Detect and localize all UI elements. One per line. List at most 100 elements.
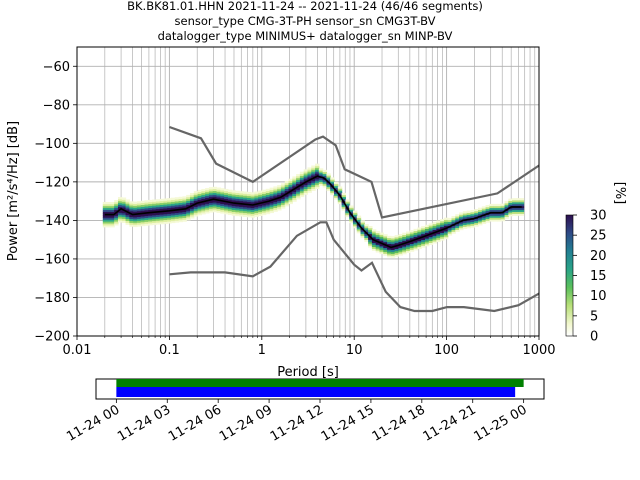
y-tick-label: −140 [34, 214, 70, 229]
heatmap-cell [258, 205, 263, 209]
heatmap-cell [155, 208, 161, 212]
heatmap-cell [390, 255, 396, 258]
heatmap-cell [428, 240, 434, 243]
heatmap-cell [493, 213, 498, 216]
heatmap-cell [227, 189, 233, 192]
heatmap-cell [512, 211, 517, 214]
heatmap-cell [360, 235, 365, 239]
heatmap-cell [292, 180, 297, 183]
heatmap-cell [231, 209, 237, 212]
heatmap-cell [443, 229, 449, 232]
heatmap-cell [106, 205, 112, 209]
heatmap-cell [140, 200, 146, 204]
heatmap-cell [258, 207, 263, 211]
colorbar-tick-label: 15 [590, 269, 607, 284]
heatmap-cell [443, 221, 449, 224]
heatmap-cell [280, 187, 286, 190]
heatmap-cell [277, 192, 282, 196]
heatmap-cell [197, 191, 202, 195]
heatmap-cell [182, 205, 187, 209]
heatmap-cell [288, 188, 293, 191]
heatmap-cell [201, 206, 206, 209]
heatmap-cell [364, 224, 369, 227]
heatmap-cell [193, 200, 199, 204]
heatmap-cell [201, 204, 206, 207]
heatmap-cell [315, 165, 320, 168]
heatmap-cell [239, 191, 244, 194]
heatmap-cell [121, 201, 127, 204]
heatmap-cell [337, 199, 343, 203]
heatmap-cell [330, 190, 335, 194]
heatmap-cell [231, 194, 237, 197]
heatmap-cell [273, 192, 278, 195]
heatmap-cell [201, 212, 206, 215]
heatmap-cell [216, 189, 221, 192]
heatmap-cell [330, 187, 335, 190]
heatmap-cell [474, 214, 479, 218]
heatmap-cell [148, 207, 153, 210]
heatmap-cell [512, 213, 517, 216]
heatmap-cell [148, 209, 153, 212]
heatmap-cell [235, 213, 240, 217]
heatmap-cell [167, 211, 172, 214]
heatmap-cell [311, 182, 316, 186]
heatmap-cell [246, 213, 252, 216]
heatmap-cell [250, 200, 256, 203]
heatmap-cell [117, 218, 123, 221]
heatmap-cell [383, 238, 388, 241]
heatmap-cell [436, 232, 441, 235]
heatmap-cell [159, 202, 165, 205]
heatmap-cell [121, 203, 127, 206]
heatmap-cell [155, 218, 161, 221]
heatmap-cell [148, 219, 153, 222]
heatmap-cell [292, 178, 297, 181]
heatmap-cell [413, 230, 418, 234]
heatmap-cell [246, 201, 252, 204]
heatmap-cell [182, 209, 187, 213]
heatmap-cell [432, 223, 437, 227]
heatmap-cell [261, 193, 267, 196]
heatmap-cell [455, 223, 460, 227]
heatmap-cell [409, 230, 415, 233]
heatmap-cell [208, 210, 214, 213]
heatmap-cell [345, 201, 350, 204]
heatmap-cell [208, 196, 214, 200]
mean-line [104, 175, 522, 249]
heatmap-cell [402, 236, 407, 239]
heatmap-cell [417, 231, 422, 234]
heatmap-cell [440, 222, 445, 226]
heatmap-cell [277, 194, 282, 198]
heatmap-cell [136, 206, 142, 210]
heatmap-cell [227, 195, 233, 198]
heatmap-cell [315, 177, 320, 180]
heatmap-cell [117, 200, 123, 204]
heatmap-cell [280, 192, 286, 196]
high-noise-model-line [169, 125, 540, 219]
heatmap-cell [110, 203, 115, 207]
heatmap-cell [205, 207, 210, 210]
heatmap-cell [117, 206, 123, 209]
heatmap-cell [375, 248, 381, 251]
heatmap-cell [489, 209, 494, 212]
heatmap-cell [371, 244, 377, 248]
heatmap-cell [280, 190, 286, 194]
heatmap-cell [402, 240, 407, 243]
heatmap-cell [398, 253, 403, 256]
heatmap-cell [254, 195, 259, 198]
heatmap-cell [159, 204, 165, 207]
heatmap-cell [212, 186, 218, 190]
heatmap-cell [216, 210, 221, 213]
heatmap-cell [216, 206, 221, 210]
heatmap-cell [205, 197, 210, 200]
heatmap-cell [117, 212, 123, 215]
time-tick-label: 11-24 06 [166, 402, 224, 444]
heatmap-cell [500, 209, 506, 212]
heatmap-cell [424, 238, 430, 241]
heatmap-cell [174, 216, 180, 219]
heatmap-cell [201, 202, 206, 205]
heatmap-cell [489, 205, 494, 209]
heatmap-cell [334, 193, 339, 196]
heatmap-cell [129, 210, 134, 214]
heatmap-cell [390, 239, 396, 243]
